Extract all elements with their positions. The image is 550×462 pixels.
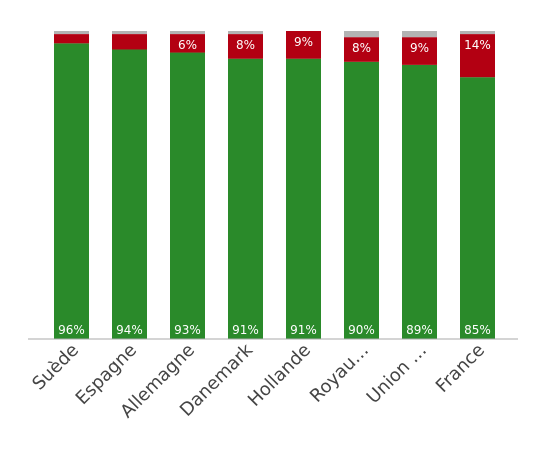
bar-segment-2-4 bbox=[228, 34, 263, 59]
bar-segment-2-2 bbox=[112, 34, 147, 50]
bar-segment-1-3 bbox=[170, 52, 205, 340]
bar-segment-2-5 bbox=[286, 31, 321, 59]
bar-label-1-2: 94% bbox=[116, 323, 143, 337]
bar-segment-3-3 bbox=[170, 31, 205, 35]
bar-segment-2-6 bbox=[344, 37, 379, 62]
bar-segment-1-2 bbox=[112, 49, 147, 339]
bar-label-1-6: 90% bbox=[348, 323, 375, 337]
bar-segment-2-8 bbox=[460, 34, 495, 78]
bar-segment-2-7 bbox=[402, 37, 437, 65]
bar-label-1-3: 93% bbox=[174, 323, 201, 337]
bar-label-1-7: 89% bbox=[406, 323, 433, 337]
bar-label-2-8: 14% bbox=[464, 38, 491, 52]
bar-segment-3-1 bbox=[54, 31, 89, 35]
bar-segment-2-1 bbox=[54, 34, 89, 44]
x-tick-labels: SuèdeEspagneAllemagneDanemarkHollandeRoy… bbox=[28, 339, 489, 422]
bar-segment-1-8 bbox=[460, 77, 495, 339]
bar-segment-1-6 bbox=[344, 61, 379, 340]
bar-label-2-6: 8% bbox=[352, 41, 371, 55]
bar-segment-2-3 bbox=[170, 34, 205, 53]
x-tick-label: Royau… bbox=[306, 340, 373, 407]
bar-label-1-8: 85% bbox=[464, 323, 491, 337]
bar-label-2-5: 9% bbox=[294, 35, 313, 49]
bar-label-1-4: 91% bbox=[232, 323, 259, 337]
bar-segment-3-8 bbox=[460, 31, 495, 35]
bar-segment-3-2 bbox=[112, 31, 147, 35]
bar-segment-1-4 bbox=[228, 58, 263, 339]
bar-segment-1-5 bbox=[286, 58, 321, 339]
x-tick-label: Suède bbox=[28, 340, 83, 395]
bar-segment-1-1 bbox=[54, 43, 89, 339]
bar-label-2-7: 9% bbox=[410, 41, 429, 55]
bar-segment-3-4 bbox=[228, 31, 263, 35]
x-tick-label: France bbox=[432, 340, 489, 397]
bars-layer bbox=[54, 31, 495, 340]
x-tick-label: Union … bbox=[363, 340, 431, 408]
bar-label-1-5: 91% bbox=[290, 323, 317, 337]
bar-label-2-4: 8% bbox=[236, 38, 255, 52]
bar-label-1-1: 96% bbox=[58, 323, 85, 337]
bar-segment-3-7 bbox=[402, 31, 437, 38]
bar-segment-3-6 bbox=[344, 31, 379, 38]
x-tick-label: Hollande bbox=[244, 340, 315, 411]
bar-labels-layer: 96% 94% 93% 6% 91% 8% 91% 9% 90% 8% 89% 9% 85% 14% bbox=[58, 35, 491, 337]
bar-segment-1-7 bbox=[402, 64, 437, 339]
bar-label-2-3: 6% bbox=[178, 38, 197, 52]
